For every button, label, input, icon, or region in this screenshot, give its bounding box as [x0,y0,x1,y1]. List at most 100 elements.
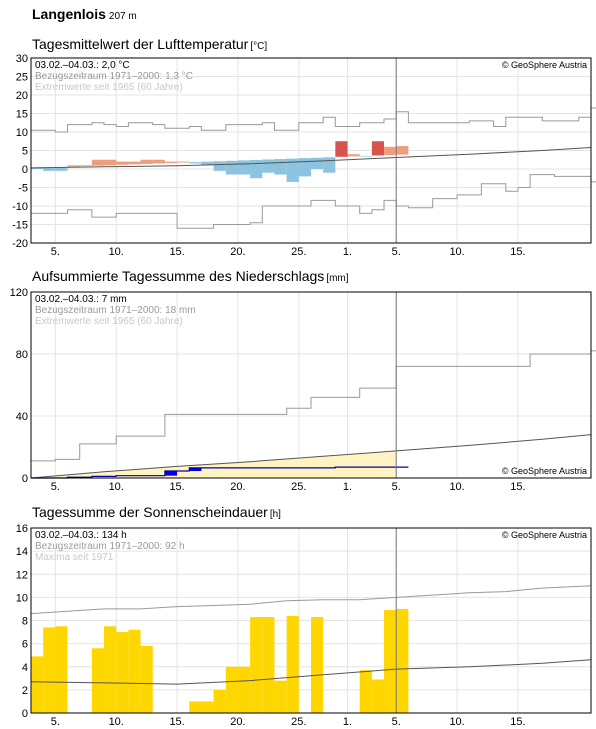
temperature-title: Tagesmittelwert der Lufttemperatur [32,36,249,52]
sunshine-bar [274,680,287,713]
sunshine-bar [262,617,275,713]
max-extreme-line [31,107,596,133]
y-tick-label: 8 [22,616,28,628]
temperature-bar [116,161,129,165]
sunshine-bar [396,608,409,713]
sunshine-panel-title: Tagessumme der Sonnenscheindauer [h] [32,504,281,520]
temperature-bar [384,146,397,156]
temperature-panel-title: Tagesmittelwert der Lufttemperatur [°C] [32,36,267,52]
x-tick-label: 5. [392,481,401,493]
precipitation-unit: [mm] [326,273,349,284]
sunshine-bar [213,689,226,713]
x-tick-label: 10. [449,481,464,493]
sunshine-bar [225,666,238,713]
temperature-bar [67,165,80,167]
temperature-bar [237,160,251,175]
y-tick-label: 20 [16,90,28,102]
plot-frame [30,291,592,479]
x-tick-label: 25. [291,716,306,728]
x-tick-label: 10. [449,716,464,728]
legend-extremes: Extremwerte seit 1965 (60 Jahre) [35,82,183,93]
x-tick-label: 10. [109,716,124,728]
temperature-bar [335,141,348,157]
temperature-bar [286,158,299,182]
x-tick-label: 25. [291,481,306,493]
x-tick-label: 15. [169,246,184,258]
temperature-bar [274,159,287,175]
sunshine-bar [384,610,397,713]
max-line [30,585,592,615]
y-tick-label: -15 [12,220,28,232]
y-tick-label: 6 [22,639,28,651]
temperature-bar [225,160,238,175]
temperature-bar [396,146,409,155]
copyright-label: © GeoSphere Austria [502,60,587,70]
x-tick-label: 20. [230,246,245,258]
station-header: Langenlois 207 m [32,6,137,22]
y-tick-label: 4 [22,662,28,674]
y-tick-label: 40 [16,411,28,423]
x-tick-label: 15. [510,481,525,493]
sunshine-unit: [h] [269,509,281,520]
sunshine-bar [286,615,299,713]
sunshine-bar [311,617,324,713]
y-tick-label: 2 [22,685,28,697]
sunshine-bar [104,626,117,713]
temperature-bar [201,161,214,166]
plot-frame [30,527,592,714]
temperature-bar [104,159,117,166]
sunshine-bar [140,645,153,713]
x-tick-label: 1. [343,481,352,493]
temperature-bar [164,161,178,164]
temperature-unit: [°C] [250,41,268,52]
y-tick-label: 120 [10,287,28,299]
temperature-bar [177,161,190,163]
sunshine-bar [55,626,68,713]
temperature-bar [250,159,263,179]
plot-area [31,292,591,478]
sunshine-bar [237,666,251,713]
max-extreme-line [31,350,596,462]
x-tick-label: 10. [449,246,464,258]
x-tick-label: 10. [109,246,124,258]
temperature-bar [140,159,153,164]
temperature-bar [43,167,56,171]
legend-reference: Bezugszeitraum 1971–2000: 92 h [35,541,185,552]
legend-current: 03.02.–04.03.: 7 mm [35,294,127,305]
x-tick-label: 1. [343,246,352,258]
x-tick-label: 5. [51,481,60,493]
y-tick-label: 0 [22,164,28,176]
reference-line [30,659,592,685]
y-tick-label: 10 [16,592,28,604]
y-tick-label: 14 [16,546,28,558]
temperature-bar [31,167,44,169]
temperature-bar [55,167,68,171]
y-tick-label: 16 [16,523,28,535]
temperature-bar [359,155,372,157]
x-tick-label: 25. [291,246,306,258]
precipitation-panel-title: Aufsummierte Tagessumme des Niederschlag… [32,268,349,284]
y-tick-label: 5 [22,146,28,158]
precipitation-title: Aufsummierte Tagessumme des Niederschlag… [32,268,325,284]
sunshine-bar [116,632,129,713]
temperature-bar [347,154,360,157]
y-tick-label: 30 [16,53,28,65]
temperature-bar [91,159,105,166]
copyright-label: © GeoSphere Austria [502,530,587,540]
temperature-bar [311,157,324,169]
station-name: Langenlois [32,6,106,22]
temperature-bar [323,157,336,173]
legend-current: 03.02.–04.03.: 2,0 °C [35,60,130,71]
temperature-bar [213,161,226,171]
y-tick-label: 10 [16,127,28,139]
reference-line [30,147,592,169]
y-tick-label: -20 [12,238,28,250]
x-tick-label: 5. [51,246,60,258]
copyright-label: © GeoSphere Austria [502,466,587,476]
temperature-bar [371,141,385,156]
y-tick-label: 12 [16,569,28,581]
x-tick-label: 10. [109,481,124,493]
precipitation-bar [164,471,178,476]
sunshine-bar [43,627,56,713]
